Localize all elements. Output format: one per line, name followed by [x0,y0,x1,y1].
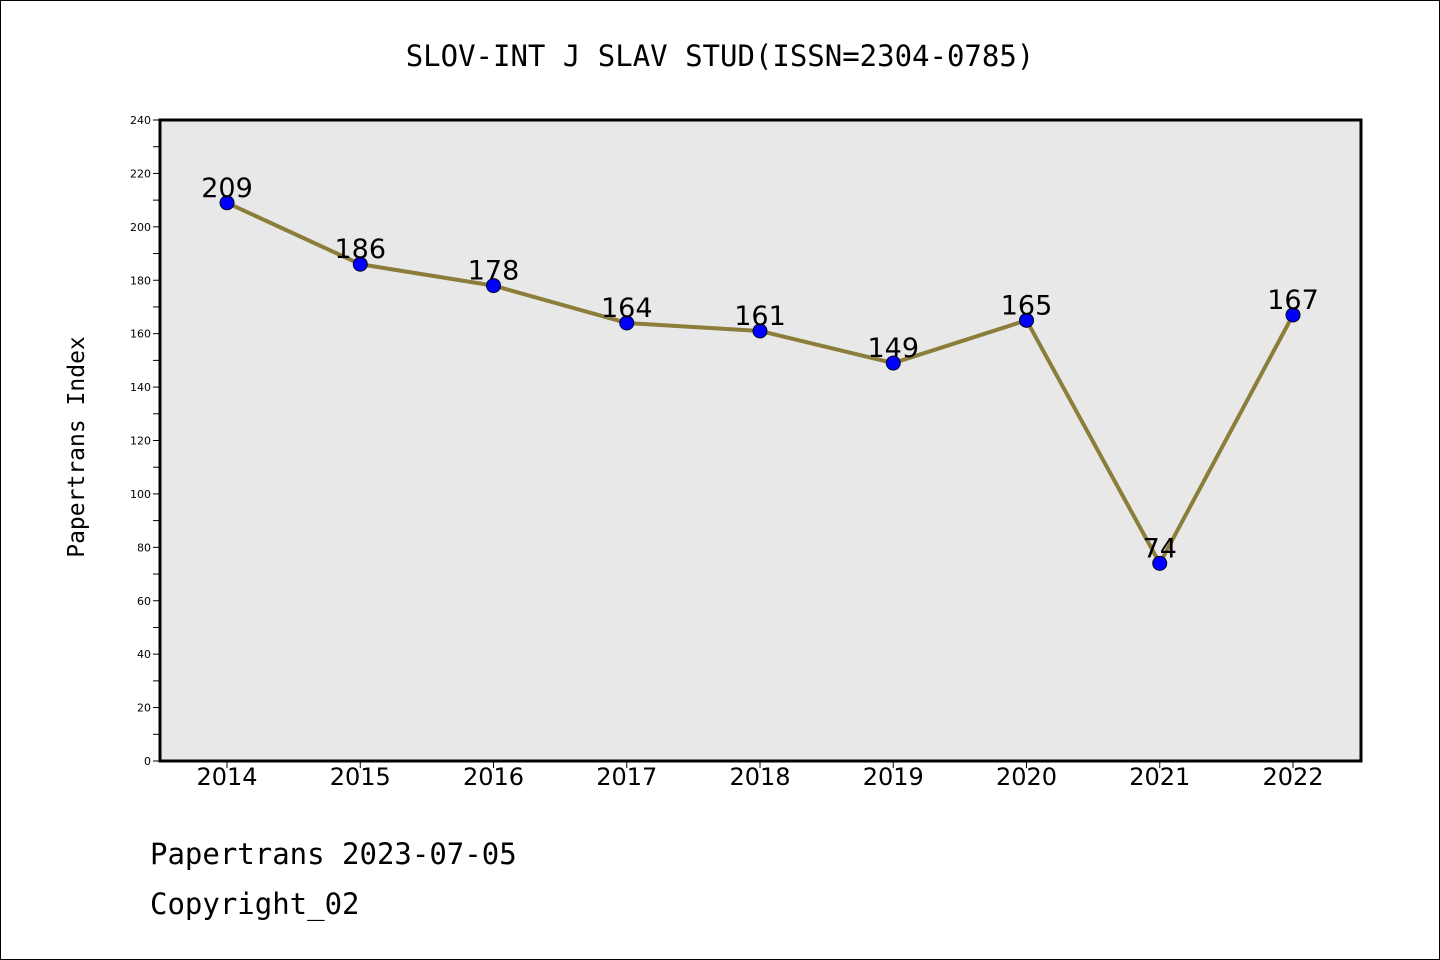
x-tick-label: 2016 [463,763,524,791]
y-tick-label: 180 [130,274,151,287]
y-tick-label: 80 [137,541,151,554]
y-tick-label: 240 [130,114,151,127]
footer-copyright: Copyright_02 [150,887,360,922]
y-axis-label: Papertrans Index [64,336,90,558]
x-tick-label: 2019 [863,763,924,791]
data-point [752,323,768,339]
y-tick-label: 40 [137,648,151,661]
data-point [219,195,235,211]
data-point [352,256,368,272]
x-tick-label: 2018 [729,763,790,791]
data-label: 164 [601,293,653,324]
data-label: 209 [201,173,253,204]
y-tick-label: 120 [130,435,151,448]
y-tick-label: 60 [137,595,151,608]
data-label: 161 [734,301,786,332]
y-tick-label: 140 [130,381,151,394]
data-label: 186 [334,234,386,265]
y-tick-label: 200 [130,221,151,234]
data-point [619,315,635,331]
chart-title: SLOV-INT J SLAV STUD(ISSN=2304-0785) [406,39,1035,73]
data-point [486,278,501,294]
data-labels: 209 186 178 164 161 149 165 74 167 [201,173,1319,565]
x-tick-label: 2017 [596,763,657,791]
x-tick-label: 2014 [196,763,257,791]
y-tick-label: 160 [130,328,151,341]
data-label: 178 [468,256,520,287]
data-point [1285,307,1301,323]
data-point [1019,312,1034,328]
y-tick-label: 20 [137,702,151,715]
data-point [885,355,901,371]
data-label: 165 [1001,290,1053,321]
x-axis: 2014 2015 2016 2017 2018 2019 2020 2021 2022 [196,761,1324,791]
plot-frame [158,118,1363,763]
footer-source: Papertrans 2023-07-05 [150,837,517,871]
x-tick-label: 2022 [1262,763,1323,791]
data-label: 167 [1267,285,1319,316]
x-tick-label: 2021 [1129,763,1190,791]
y-tick-label: 100 [130,488,151,501]
y-tick-label: 0 [144,755,151,768]
plot-area [160,120,1361,761]
y-tick-label: 220 [130,167,151,180]
data-points [219,195,1301,571]
data-point [1152,555,1168,571]
x-tick-label: 2020 [996,763,1057,791]
y-axis: 0 20 40 60 80 100 120 140 160 180 200 220 240 [130,114,160,768]
x-tick-label: 2015 [330,763,391,791]
data-label: 149 [867,333,919,364]
data-label: 74 [1143,533,1177,564]
